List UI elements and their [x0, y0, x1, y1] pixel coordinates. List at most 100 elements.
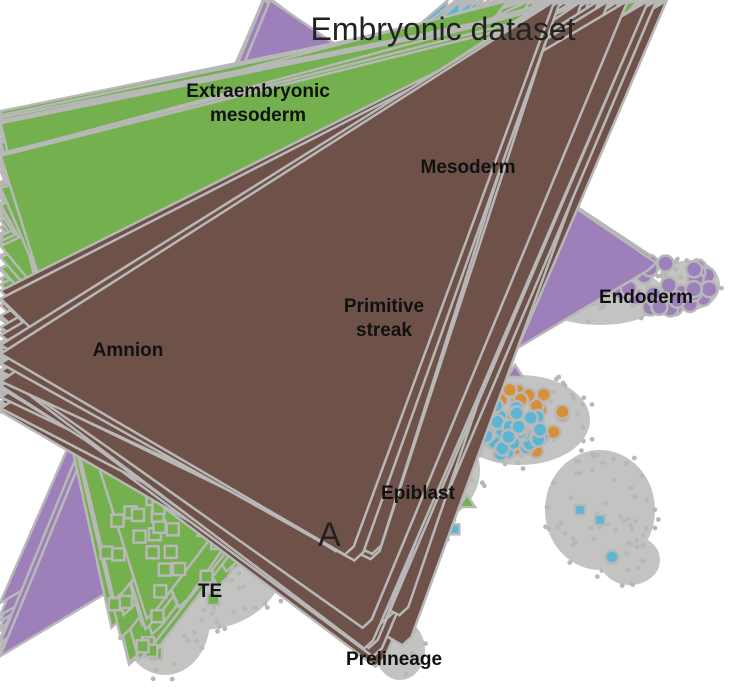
background-cell [591, 536, 597, 541]
cell-marker-square [130, 507, 146, 523]
cell-marker-circle [604, 549, 620, 565]
cluster-label-amnion: Amnion [93, 340, 164, 361]
background-cell [581, 395, 587, 401]
background-cell [150, 676, 156, 682]
background-cell [278, 598, 284, 604]
background-cell [567, 560, 573, 565]
background-cell [594, 452, 600, 458]
cell-marker-circle [531, 421, 549, 439]
background-cell [589, 402, 595, 407]
background-cell [674, 256, 680, 262]
background-cell [640, 558, 646, 564]
background-cell [573, 539, 579, 545]
cell-marker-circle [500, 428, 517, 446]
background-cell [194, 638, 200, 644]
background-cell [209, 610, 215, 616]
background-cell [544, 504, 550, 510]
background-cell [241, 584, 246, 590]
cell-marker-circle [554, 403, 571, 420]
background-cell [585, 319, 591, 325]
cell-marker-circle [700, 279, 719, 299]
background-cell [644, 526, 649, 531]
background-cell [252, 605, 258, 610]
background-cell [199, 645, 205, 651]
background-cell [619, 583, 625, 588]
background-cell [515, 460, 521, 466]
cell-marker-square [199, 569, 214, 584]
background-cell [199, 618, 205, 623]
cell-marker-square [593, 513, 607, 527]
background-cell [479, 480, 485, 486]
background-cell [612, 527, 618, 533]
background-cell [215, 628, 220, 634]
cluster-label-epiblast: Epiblast [381, 483, 456, 504]
background-cell [409, 651, 415, 656]
background-cell [652, 507, 658, 513]
cell-marker-square [135, 639, 150, 654]
cell-marker-square [153, 584, 168, 599]
cell-marker-triangle [0, 0, 557, 557]
background-cell [182, 633, 188, 639]
background-cell [684, 258, 690, 263]
cluster-label-te: TE [198, 581, 222, 602]
background-cell [625, 516, 631, 522]
cell-marker-circle [684, 279, 703, 299]
background-cell [580, 402, 586, 408]
background-cell [630, 582, 636, 587]
background-cell [399, 658, 405, 664]
background-cell [551, 480, 556, 485]
background-cell [575, 411, 580, 417]
background-cell [576, 459, 582, 464]
background-cell [589, 467, 595, 473]
background-cell [214, 619, 220, 625]
cell-marker-square [118, 594, 134, 610]
background-cell [580, 424, 586, 430]
background-cell [229, 577, 235, 583]
background-cell [678, 274, 684, 280]
background-cell [620, 518, 626, 524]
background-cell [222, 626, 228, 632]
cell-marker-square [165, 522, 180, 537]
background-cell [216, 624, 222, 629]
background-cell [171, 661, 177, 667]
cell-marker-circle [659, 276, 679, 295]
background-cell [568, 495, 574, 501]
cell-marker-square [145, 545, 160, 560]
background-cell [600, 460, 605, 466]
background-cell [611, 477, 617, 483]
background-cell [625, 541, 631, 546]
background-cell [546, 526, 552, 532]
background-cell [211, 605, 217, 611]
background-cell [558, 520, 564, 526]
annotation-label: A [318, 516, 341, 554]
background-cell [663, 272, 669, 277]
background-cell [562, 530, 568, 536]
cell-marker-circle [667, 290, 687, 309]
background-region [600, 535, 660, 585]
cell-marker-square [206, 591, 221, 607]
background-cell [597, 306, 603, 312]
cluster-label-mesoderm: Mesoderm [420, 157, 515, 178]
background-cell [628, 523, 634, 528]
background-cell [625, 567, 631, 573]
background-cell [623, 461, 629, 466]
cluster-label-primitive-streak: Primitive streak [344, 296, 424, 341]
cell-marker-circle [684, 260, 704, 279]
background-cell [618, 513, 623, 519]
background-cell [556, 374, 562, 380]
background-cell [236, 585, 242, 591]
background-cell [469, 477, 475, 483]
chart-title: Embryonic dataset [310, 11, 575, 47]
background-cell [605, 522, 611, 527]
cluster-labels: Extraembryonic mesoderm Mesoderm Endoderm Pr… [93, 81, 693, 670]
background-cell [577, 471, 583, 476]
background-cell [403, 671, 409, 677]
background-cell [588, 525, 594, 530]
background-cell [673, 267, 678, 272]
cell-marker-circle [508, 405, 525, 422]
cell-marker-square [171, 561, 187, 577]
background-cell [573, 470, 579, 476]
cell-marker-circle [650, 297, 669, 317]
cell-marker-triangle [456, 492, 478, 509]
background-cell [551, 389, 557, 394]
